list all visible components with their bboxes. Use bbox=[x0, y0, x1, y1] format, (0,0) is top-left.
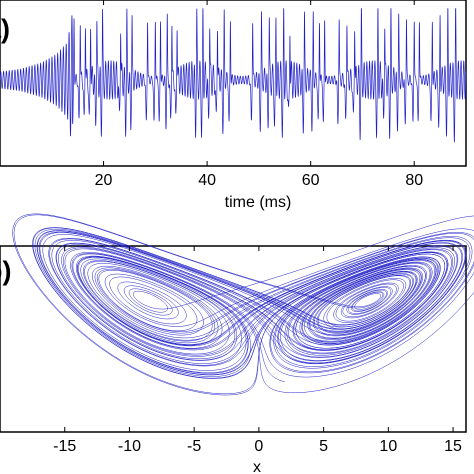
x-tick-label: 40 bbox=[198, 172, 216, 189]
panel-a-x-axis-label: time (ms) bbox=[225, 194, 292, 211]
x-tick-label: 80 bbox=[405, 172, 423, 189]
panel-a-label: a) bbox=[0, 14, 10, 44]
panel-b-phase-portrait: -15 -10 -5 0 5 10 15 x b) bbox=[0, 213, 474, 474]
x-tick-label: 0 bbox=[254, 438, 263, 455]
panel-b-plot-frame bbox=[0, 245, 467, 433]
x-tick-label: -10 bbox=[118, 438, 141, 455]
panel-b-label: b) bbox=[0, 256, 11, 286]
panel-a-time-series: 20 40 60 80 time (ms) a) bbox=[0, 0, 467, 211]
panel-b-attractor-line bbox=[12, 213, 474, 396]
panel-a-trace-line bbox=[0, 8, 467, 143]
panel-b-x-ticks: -15 -10 -5 0 5 10 15 bbox=[53, 246, 462, 455]
x-tick-label: -5 bbox=[187, 438, 201, 455]
panel-a-x-ticks: 20 40 60 80 bbox=[95, 0, 423, 189]
x-tick-label: 20 bbox=[95, 172, 113, 189]
panel-b-x-axis-label: x bbox=[253, 459, 261, 474]
x-tick-label: 15 bbox=[444, 438, 462, 455]
x-tick-label: 60 bbox=[302, 172, 320, 189]
x-tick-label: 5 bbox=[319, 438, 328, 455]
x-tick-label: -15 bbox=[53, 438, 76, 455]
x-tick-label: 10 bbox=[379, 438, 397, 455]
